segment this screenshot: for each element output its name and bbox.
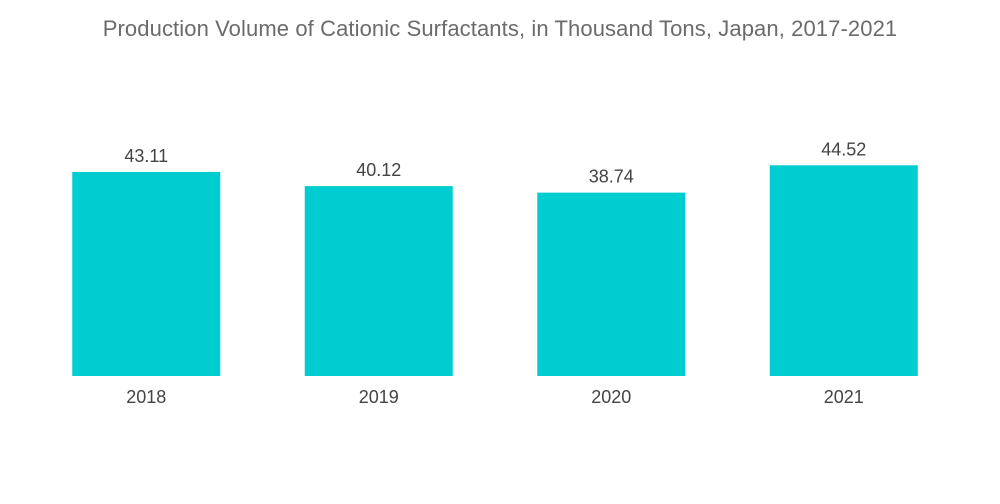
x-tick-label-2021: 2021 <box>824 387 864 407</box>
value-label-2019: 40.12 <box>356 160 401 180</box>
x-tick-label-2019: 2019 <box>359 387 399 407</box>
x-tick-label-2020: 2020 <box>591 387 631 407</box>
bar-2021 <box>769 165 918 376</box>
value-label-2020: 38.74 <box>589 167 634 187</box>
x-tick-label-2018: 2018 <box>126 387 166 407</box>
bar-2018 <box>72 171 221 376</box>
value-label-2021: 44.52 <box>821 139 866 159</box>
value-label-2018: 43.11 <box>124 146 168 166</box>
chart-title: Production Volume of Cationic Surfactant… <box>102 16 898 41</box>
bar-2019 <box>304 186 453 376</box>
bar-2020 <box>537 192 686 376</box>
